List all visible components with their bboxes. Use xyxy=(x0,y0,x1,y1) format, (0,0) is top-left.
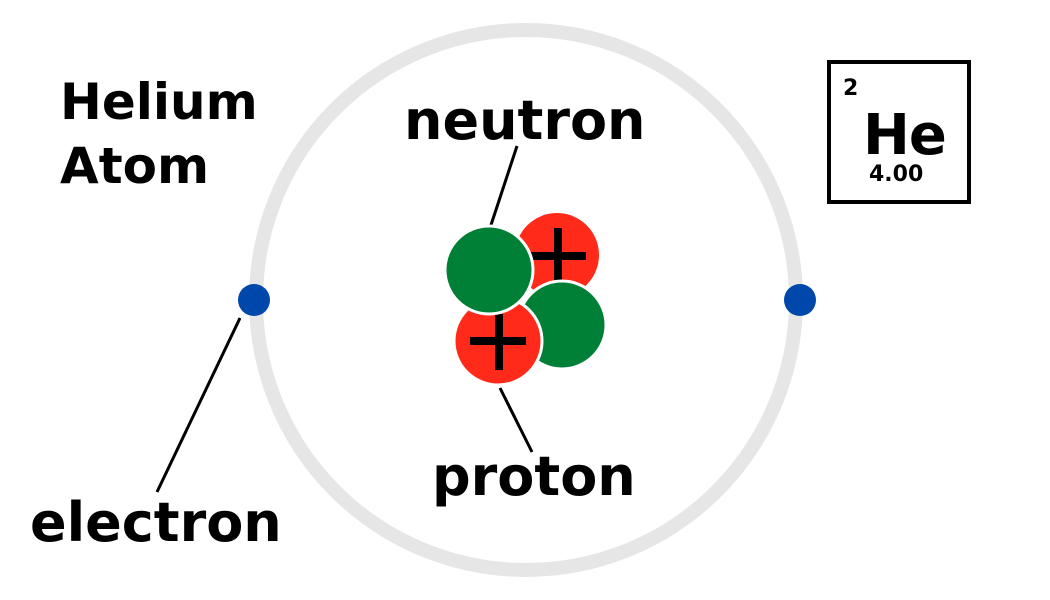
electron-left xyxy=(238,284,270,316)
neutron-label: neutron xyxy=(404,89,646,152)
atomic-mass: 4.00 xyxy=(869,162,924,187)
periodic-element-card: 2 He 4.00 xyxy=(827,60,971,204)
proton-leader-line xyxy=(498,387,534,453)
nucleus xyxy=(443,213,608,387)
title-line-1: Helium xyxy=(60,73,258,131)
atomic-number: 2 xyxy=(843,76,859,101)
electron-label: electron xyxy=(30,491,282,554)
element-symbol: He xyxy=(863,103,947,168)
neutron-leader-line xyxy=(488,145,519,229)
diagram-title: Helium Atom xyxy=(60,70,258,198)
proton-bottom xyxy=(452,295,544,387)
neutron-top xyxy=(443,224,535,316)
title-line-2: Atom xyxy=(60,137,210,195)
proton-label: proton xyxy=(432,445,636,508)
proton-top xyxy=(515,213,599,297)
electron-leader-line xyxy=(155,317,242,493)
electron-right xyxy=(784,284,816,316)
